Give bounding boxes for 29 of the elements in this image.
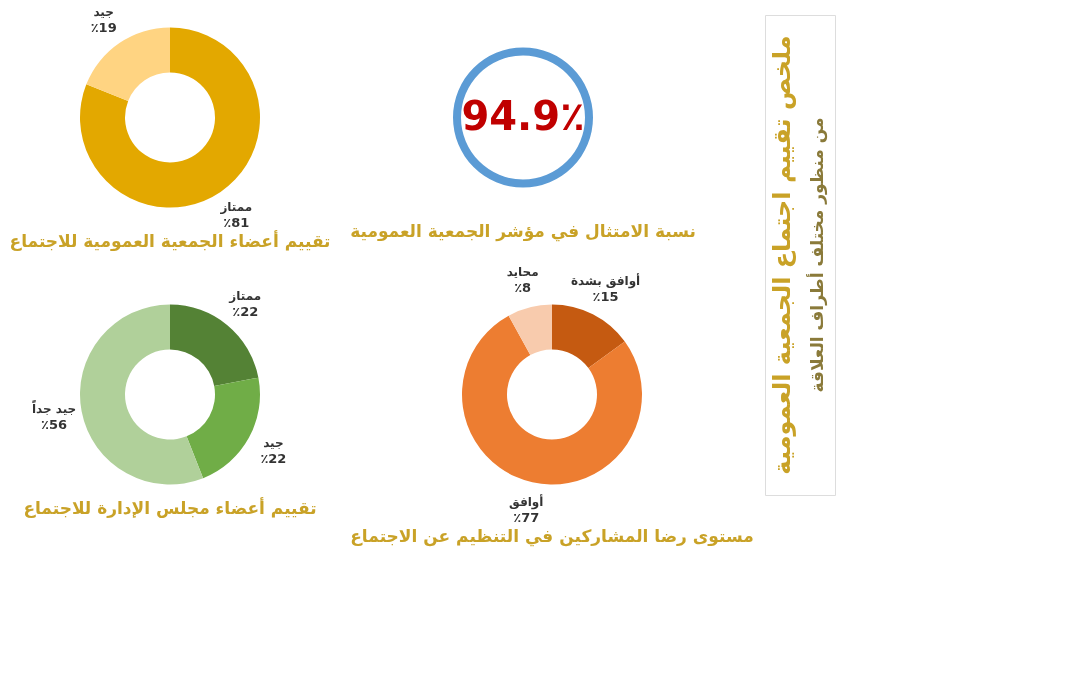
slice-label: أوافق [509,493,544,510]
data-label: ٪81 [223,215,250,231]
text: مستوى رضا المشاركين في التنظيم عن الاجتماع [350,525,754,547]
data-label: ٪8 [514,280,532,296]
data-label: ٪56 [41,416,68,432]
text: تقييم أعضاء الجمعية العمومية للاجتماع [9,230,331,253]
slice-label: ممتاز [219,200,253,215]
slice-label: جيد جداً [31,399,77,416]
donut-slice [462,315,642,485]
slice-label: جيد [93,4,114,19]
slice-label: أوافق بشدة [570,273,641,290]
data-label: ٪22 [232,303,259,319]
slice-label: ممتاز [228,288,262,303]
text: ملخص تقييم اجتماع الجمعية العمومية [767,35,796,475]
data-label: ٪15 [592,289,619,305]
data-label: ٪77 [513,509,540,525]
text: من منظور مختلف أطراف العلاقة [805,117,828,393]
data-label: 94.9٪ [461,92,585,139]
donut-slice [186,377,260,479]
text: نسبة الامتثال في مؤشر الجمعية العمومية [350,221,696,242]
donut-slice [170,304,259,387]
slice-label: محايد [506,265,539,280]
data-label: ٪22 [260,451,287,467]
text: تقييم أعضاء مجلس الإدارة للاجتماع [23,497,317,518]
donut-slice [80,304,204,485]
slice-label: جيد [263,436,284,451]
donut-slice [508,304,552,356]
donut-slice [552,304,625,369]
data-label: ٪19 [90,19,117,35]
